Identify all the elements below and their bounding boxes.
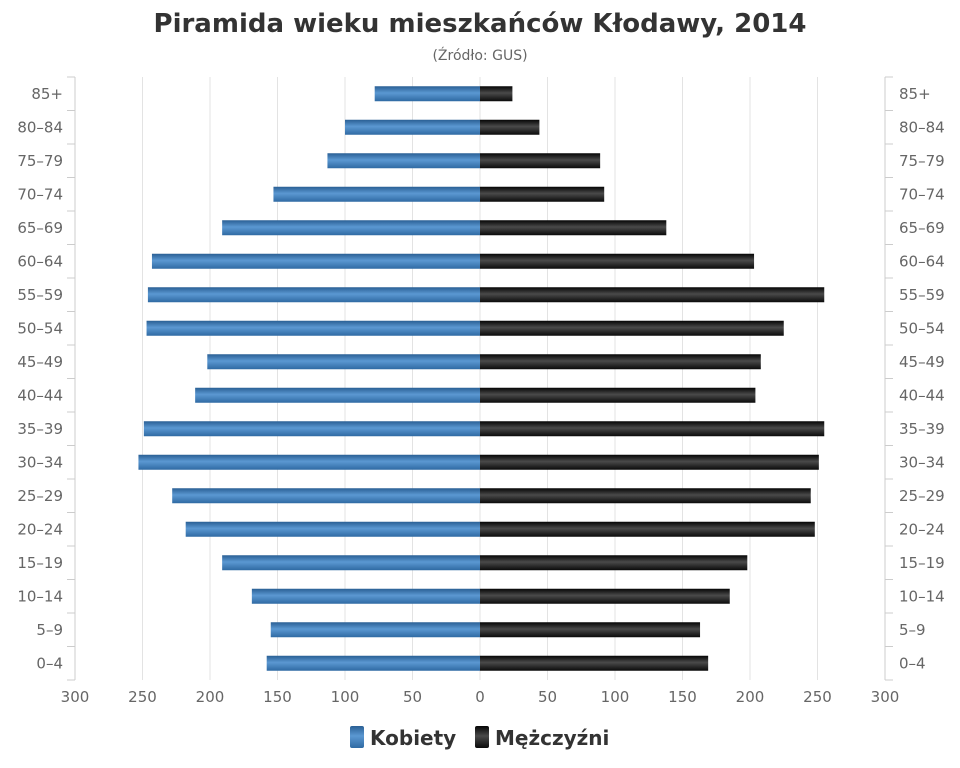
x-tick-label: 100 [601, 688, 630, 706]
bar-male-20-24[interactable] [480, 521, 815, 537]
bar-male-75-79[interactable] [480, 153, 601, 169]
bar-female-30-34[interactable] [138, 454, 480, 470]
category-label-left: 10–14 [17, 587, 63, 605]
category-label-left: 15–19 [17, 554, 63, 572]
category-label-right: 65–69 [899, 219, 945, 237]
bar-female-35-39[interactable] [143, 421, 480, 437]
bar-female-40-44[interactable] [195, 387, 480, 403]
category-label-left: 45–49 [17, 353, 63, 371]
x-tick-label: 150 [263, 688, 292, 706]
x-tick-label: 150 [668, 688, 697, 706]
x-tick-label: 250 [128, 688, 157, 706]
bar-male-25-29[interactable] [480, 488, 811, 504]
category-label-right: 20–24 [899, 520, 945, 538]
legend-swatch [350, 726, 364, 748]
bar-female-50-54[interactable] [146, 320, 481, 336]
bar-male-30-34[interactable] [480, 454, 819, 470]
category-label-left: 30–34 [17, 453, 63, 471]
category-label-right: 0–4 [899, 654, 926, 672]
category-label-left: 25–29 [17, 487, 63, 505]
legend-label: Mężczyźni [495, 726, 609, 750]
category-label-right: 5–9 [899, 621, 926, 639]
category-label-right: 80–84 [899, 118, 945, 136]
legend[interactable]: Kobiety Mężczyźni [350, 726, 609, 750]
legend-item-female[interactable]: Kobiety [350, 726, 456, 750]
bar-female-80-84[interactable] [345, 119, 480, 135]
bar-female-25-29[interactable] [172, 488, 480, 504]
category-label-right: 15–19 [899, 554, 945, 572]
category-label-left: 55–59 [17, 286, 63, 304]
x-tick-label: 250 [803, 688, 832, 706]
category-label-left: 5–9 [36, 621, 63, 639]
category-label-right: 40–44 [899, 386, 945, 404]
category-label-left: 60–64 [17, 252, 63, 270]
category-label-left: 80–84 [17, 118, 63, 136]
bar-female-70-74[interactable] [273, 186, 480, 202]
bar-male-80-84[interactable] [480, 119, 540, 135]
legend-label: Kobiety [370, 726, 456, 750]
bar-female-0-4[interactable] [266, 655, 480, 671]
category-label-right: 75–79 [899, 152, 945, 170]
bar-male-50-54[interactable] [480, 320, 784, 336]
category-label-left: 35–39 [17, 420, 63, 438]
x-tick-label: 50 [403, 688, 422, 706]
axes [67, 76, 893, 681]
legend-item-male[interactable]: Mężczyźni [475, 726, 609, 750]
bar-male-65-69[interactable] [480, 220, 667, 236]
category-label-right: 50–54 [899, 319, 945, 337]
category-label-left: 85+ [31, 85, 63, 103]
bar-female-75-79[interactable] [327, 153, 480, 169]
bar-male-0-4[interactable] [480, 655, 709, 671]
category-label-right: 85+ [899, 85, 931, 103]
x-tick-label: 100 [331, 688, 360, 706]
category-label-right: 60–64 [899, 252, 945, 270]
x-tick-label: 300 [61, 688, 90, 706]
bar-male-35-39[interactable] [480, 421, 825, 437]
bar-female-45-49[interactable] [207, 354, 481, 370]
category-label-right: 45–49 [899, 353, 945, 371]
chart-subtitle: (Źródło: GUS) [432, 46, 527, 64]
category-label-right: 10–14 [899, 587, 945, 605]
category-label-right: 55–59 [899, 286, 945, 304]
bar-male-5-9[interactable] [480, 622, 701, 638]
bar-male-10-14[interactable] [480, 588, 730, 604]
category-label-left: 0–4 [36, 654, 63, 672]
x-tick-label: 300 [871, 688, 900, 706]
category-label-left: 65–69 [17, 219, 63, 237]
category-label-right: 35–39 [899, 420, 945, 438]
category-label-right: 30–34 [899, 453, 945, 471]
bar-male-40-44[interactable] [480, 387, 756, 403]
category-label-left: 20–24 [17, 520, 63, 538]
category-label-left: 75–79 [17, 152, 63, 170]
bar-male-15-19[interactable] [480, 555, 748, 571]
category-label-left: 50–54 [17, 319, 63, 337]
bar-female-5-9[interactable] [270, 622, 480, 638]
bar-male-85+[interactable] [480, 86, 513, 102]
chart-title: Piramida wieku mieszkańców Kłodawy, 2014 [154, 9, 807, 39]
legend-swatch [475, 726, 489, 748]
bar-male-60-64[interactable] [480, 253, 755, 269]
bar-female-20-24[interactable] [185, 521, 480, 537]
bar-male-70-74[interactable] [480, 186, 605, 202]
x-tick-label: 200 [736, 688, 765, 706]
bar-female-60-64[interactable] [151, 253, 480, 269]
x-tick-label: 0 [475, 688, 485, 706]
category-label-left: 40–44 [17, 386, 63, 404]
bars [138, 86, 825, 671]
category-label-left: 70–74 [17, 185, 63, 203]
x-tick-label: 50 [538, 688, 557, 706]
category-labels: 0–4 0–4 5–9 5–9 10–14 10–14 15–19 15–19 20–24 20–… [17, 85, 944, 673]
x-tick-labels: 300 250 200 150 100 50 0 50 100 150 200 250 300 [61, 688, 900, 706]
category-label-right: 25–29 [899, 487, 945, 505]
category-label-right: 70–74 [899, 185, 945, 203]
bar-female-15-19[interactable] [222, 555, 480, 571]
bar-male-55-59[interactable] [480, 287, 825, 303]
x-tick-label: 200 [196, 688, 225, 706]
bar-female-65-69[interactable] [222, 220, 480, 236]
bar-male-45-49[interactable] [480, 354, 761, 370]
bar-female-55-59[interactable] [147, 287, 480, 303]
bar-female-10-14[interactable] [251, 588, 480, 604]
bar-female-85+[interactable] [374, 86, 480, 102]
